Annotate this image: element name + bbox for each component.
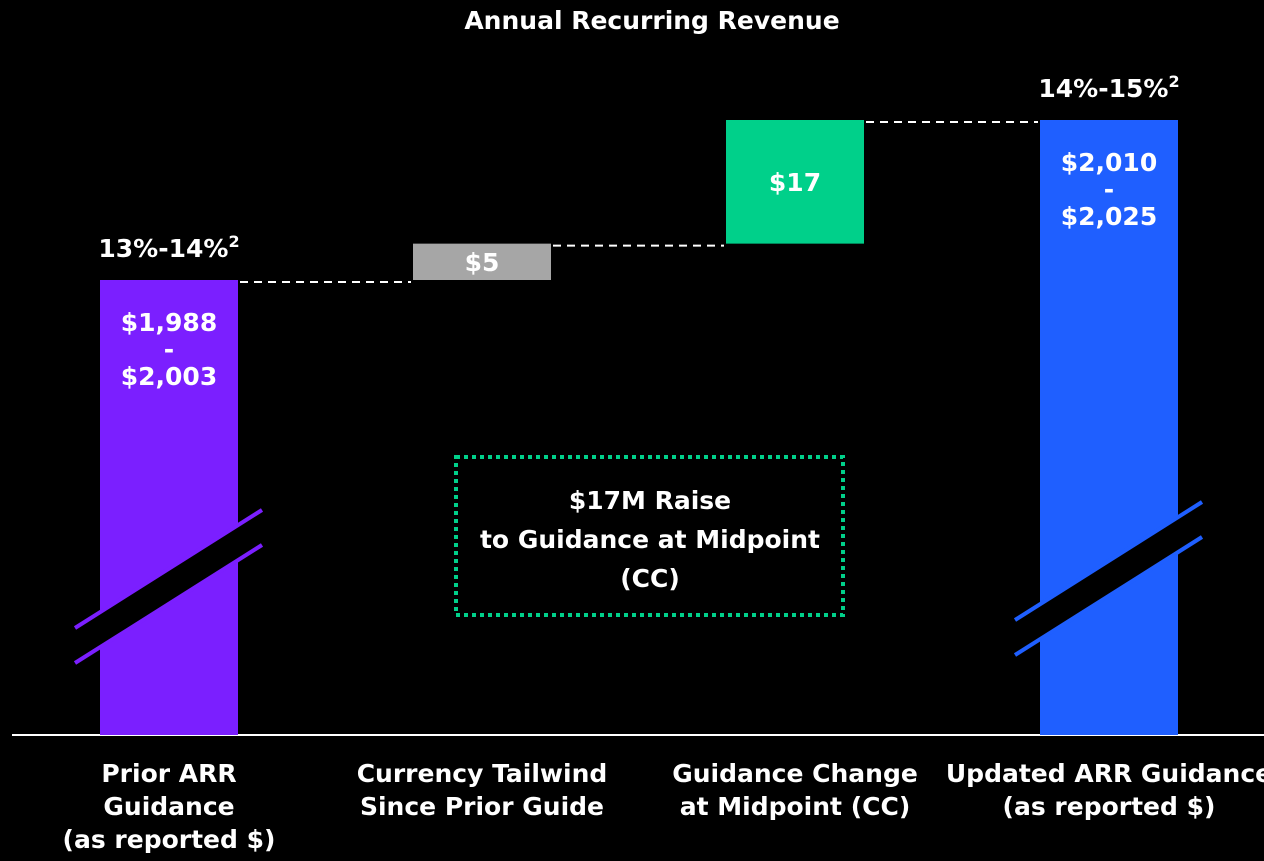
x-tick-label: Prior ARR [101,759,236,788]
growth-label: 14%-15%2 [1038,72,1179,104]
x-tick-label: Since Prior Guide [360,792,604,821]
growth-label: 13%-14%2 [98,232,239,264]
bar-label: $1,988 [121,308,217,337]
bar-label: - [1104,175,1114,204]
bar-label: - [164,335,174,364]
bar-label: $2,003 [121,362,217,391]
x-tick-label: at Midpoint (CC) [680,792,911,821]
axis-break [75,510,262,663]
annotation: to Guidance at Midpoint [480,525,820,554]
growth: 13%-14% [98,234,228,263]
bar [100,280,238,735]
bar [726,120,864,244]
x-tick-label: (as reported $) [1003,792,1216,821]
x-tick-label: Guidance [103,792,234,821]
growth: 14%-15% [1038,74,1168,103]
x-tick-label: Guidance Change [672,759,918,788]
axis-break-line [1013,500,1204,622]
bar-label: $5 [465,248,500,277]
axis-break-line [1013,535,1204,657]
axis-break-line [73,508,264,630]
chart-title: Annual Recurring Revenue [464,6,839,35]
bar-label: $2,025 [1061,202,1157,231]
x-tick-label: (as reported $) [63,825,276,854]
footnote: 2 [228,232,239,251]
axis-break [1015,502,1202,655]
x-tick-label: Currency Tailwind [357,759,608,788]
bar-label: $2,010 [1061,148,1157,177]
footnote: 2 [1168,72,1179,91]
bar-label: $17 [769,168,821,197]
axis-break-line [73,543,264,665]
annotation: $17M Raise [569,486,731,515]
bar [413,243,551,280]
annotation: (CC) [620,564,680,593]
x-tick-label: Updated ARR Guidance [946,759,1264,788]
annotation-box [454,455,845,617]
bar [1040,120,1178,735]
